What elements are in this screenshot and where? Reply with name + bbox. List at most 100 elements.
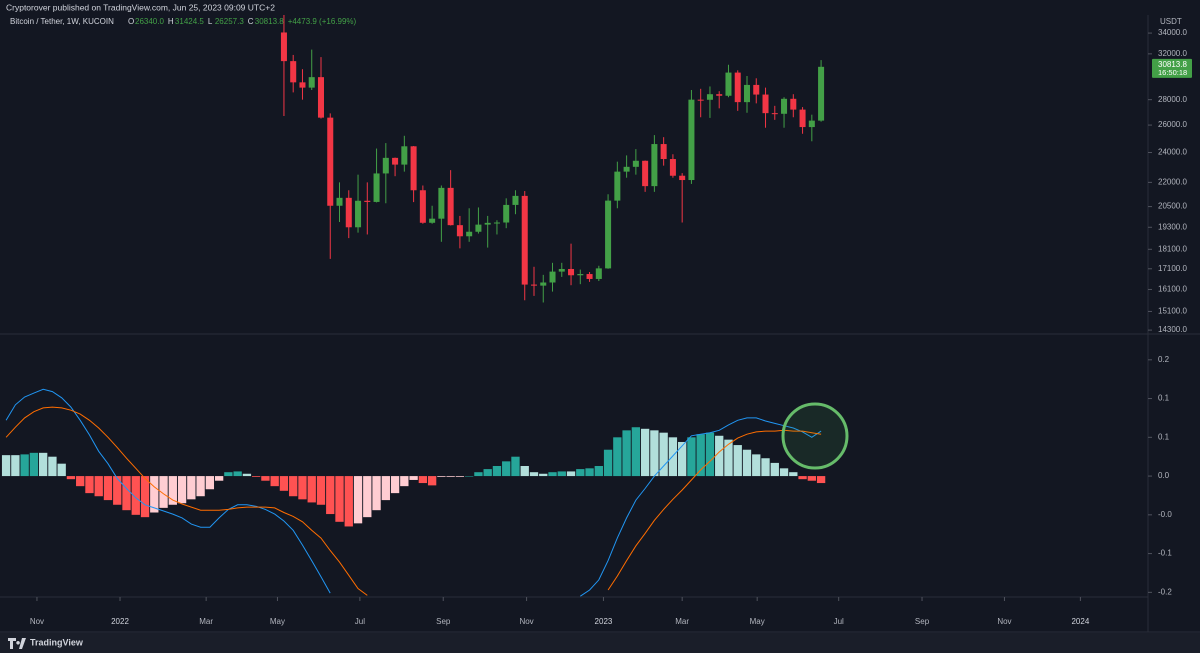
x-tick-label: Nov	[519, 617, 533, 626]
candle-body	[697, 99, 704, 101]
candle-body	[392, 157, 399, 165]
histogram-bar	[678, 441, 687, 477]
histogram-bar	[789, 472, 798, 477]
histogram-bar	[529, 472, 539, 477]
histogram-bar	[66, 476, 76, 480]
x-tick-label: Mar	[675, 617, 689, 626]
y-tick-label: -0.0	[1158, 510, 1172, 519]
histogram-bar	[270, 476, 279, 487]
histogram-bar	[344, 476, 353, 527]
candle-body	[280, 32, 287, 62]
x-tick-label: Jul	[834, 617, 844, 626]
y-tick-label: 0.2	[1158, 355, 1170, 364]
y-tick-label: 17100.0	[1158, 264, 1187, 273]
histogram-bar	[122, 476, 131, 511]
x-tick-label: Nov	[997, 617, 1011, 626]
histogram-bar	[307, 476, 316, 503]
candle-body	[568, 268, 575, 276]
ohlc-value: 26340.0	[135, 17, 164, 26]
histogram-bar	[715, 435, 724, 477]
candle-body	[503, 204, 510, 223]
histogram-bar	[205, 476, 215, 490]
candle-body	[419, 190, 426, 223]
histogram-bar	[57, 463, 66, 477]
candle-body	[762, 94, 769, 114]
histogram-bar	[94, 476, 103, 497]
candle-body	[716, 94, 723, 96]
histogram-bar	[279, 476, 289, 491]
candle-body	[605, 200, 612, 269]
candle-body	[290, 61, 297, 83]
histogram-bar	[687, 437, 696, 477]
histogram-bar	[363, 476, 372, 518]
histogram-bar	[566, 471, 576, 477]
histogram-bar	[446, 476, 455, 477]
macd-pane	[1, 388, 826, 597]
histogram-bar	[613, 437, 622, 477]
y-tick-label: 20500.0	[1158, 202, 1187, 211]
candle-body	[753, 84, 760, 95]
candle-body	[364, 200, 371, 202]
histogram-bar	[502, 461, 511, 477]
ohlc-key: O	[128, 17, 134, 26]
axes: 34000.0 32000.0 28000.0 26000.0 24000.0 22000…	[30, 28, 1192, 626]
histogram-bar	[742, 449, 752, 477]
histogram-bar	[464, 476, 474, 477]
histogram-bar	[483, 469, 492, 477]
histogram-bar	[224, 472, 233, 477]
candle-body	[781, 98, 788, 114]
countdown: 16:50:18	[1158, 68, 1187, 77]
candle-body	[493, 222, 500, 224]
candle-body	[512, 195, 519, 205]
histogram-bar	[770, 462, 779, 477]
candle-body	[679, 175, 686, 181]
histogram-bar	[390, 476, 400, 494]
histogram-bar	[798, 476, 807, 480]
histogram-bar	[437, 476, 446, 477]
histogram-bar	[696, 434, 705, 477]
y-tick-label: 24000.0	[1158, 148, 1187, 157]
histogram-bar	[585, 468, 594, 477]
x-tick-label: Nov	[30, 617, 44, 626]
candle-body	[669, 159, 676, 176]
last-price-label: 30813.8	[1158, 60, 1187, 69]
histogram-bar	[474, 472, 483, 477]
histogram-bar	[548, 472, 557, 477]
x-tick-label: May	[270, 617, 285, 626]
candle-body	[521, 195, 528, 285]
candle-body	[651, 144, 658, 187]
histogram-bar	[539, 473, 548, 477]
histogram-bar	[196, 476, 205, 497]
candle-body	[808, 120, 815, 128]
histogram-bar	[233, 471, 242, 477]
candle-body	[790, 98, 797, 110]
histogram-bar	[603, 449, 613, 477]
histogram-bar	[650, 430, 659, 477]
candle-body	[660, 144, 667, 160]
y-tick-label: 32000.0	[1158, 49, 1187, 58]
last-price-tag	[1152, 58, 1192, 78]
candle-body	[642, 160, 649, 187]
histogram-bar	[140, 476, 150, 518]
histogram-bar	[816, 476, 826, 484]
histogram-bar	[261, 476, 270, 481]
candle-body	[632, 160, 639, 167]
brand-logo	[8, 638, 26, 649]
candle-body	[327, 117, 334, 206]
brand: TradingView	[30, 637, 84, 647]
candle-body	[688, 99, 695, 181]
histogram-bar	[631, 427, 641, 477]
histogram-bar	[353, 476, 363, 524]
histogram-bar	[733, 445, 742, 477]
histogram-bar	[177, 476, 187, 504]
histogram-bar	[622, 430, 631, 477]
y-tick-label: 18100.0	[1158, 244, 1187, 253]
ohlc-key: C	[248, 17, 254, 26]
x-tick-label: May	[750, 617, 765, 626]
y-tick-label: 0.0	[1158, 471, 1170, 480]
candle-body	[771, 113, 778, 115]
histogram-bar	[38, 452, 48, 477]
candle-body	[540, 282, 547, 286]
